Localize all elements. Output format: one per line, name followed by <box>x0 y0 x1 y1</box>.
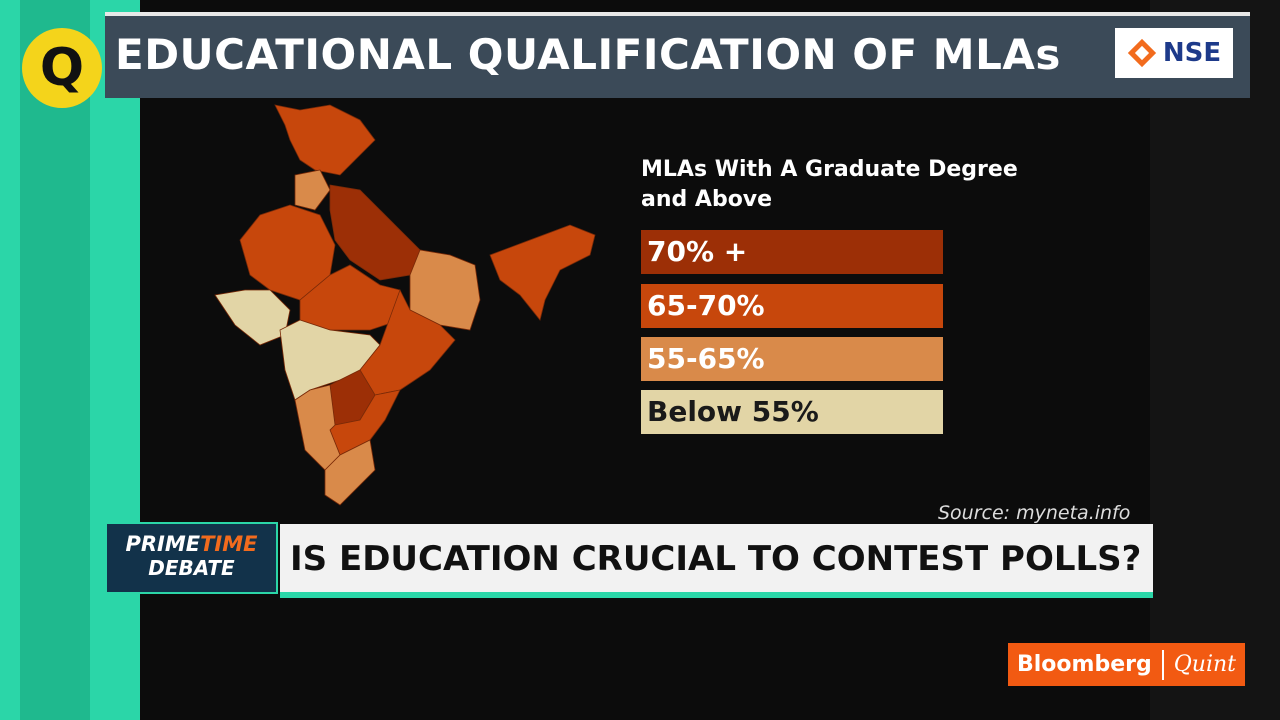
show-name-part: PRIME <box>125 532 201 556</box>
region <box>329 184 421 281</box>
nse-logo: NSE <box>1115 28 1233 78</box>
stripe <box>20 0 90 720</box>
source: Source: myneta.info <box>938 502 1131 524</box>
show-name-part: TIME <box>200 532 258 556</box>
region <box>274 104 376 176</box>
region <box>214 289 291 346</box>
legend-item: Below 55% <box>641 390 943 434</box>
legend-item: 70% + <box>641 230 943 274</box>
headline: IS EDUCATION CRUCIAL TO CONTEST POLLS? <box>280 524 1153 598</box>
region <box>294 169 331 211</box>
legend-item: 55-65% <box>641 337 943 381</box>
region <box>294 384 341 471</box>
separator <box>1161 649 1164 680</box>
show-badge: PRIMETIME DEBATE <box>105 522 278 594</box>
legend-item: 65-70% <box>641 284 943 328</box>
title-bar <box>105 12 1250 98</box>
brand-left: Bloomberg <box>1017 652 1152 677</box>
region <box>489 224 596 321</box>
brand-right: Quint <box>1173 652 1236 677</box>
stripe <box>90 0 140 720</box>
nse-icon <box>1127 38 1157 68</box>
stripe <box>0 0 20 720</box>
title: EDUCATIONAL QUALIFICATION OF MLAs <box>115 30 1061 79</box>
nse-text: NSE <box>1162 38 1222 68</box>
region <box>239 204 336 301</box>
region <box>324 439 376 506</box>
legend-title: MLAs With A Graduate Degree and Above <box>641 157 1018 212</box>
channel-logo: Q <box>22 28 102 108</box>
show-name: PRIMETIME <box>107 532 276 556</box>
brand-logo: Bloomberg Quint <box>1008 643 1245 686</box>
region <box>359 288 456 396</box>
show-name-part: DEBATE <box>148 556 235 580</box>
